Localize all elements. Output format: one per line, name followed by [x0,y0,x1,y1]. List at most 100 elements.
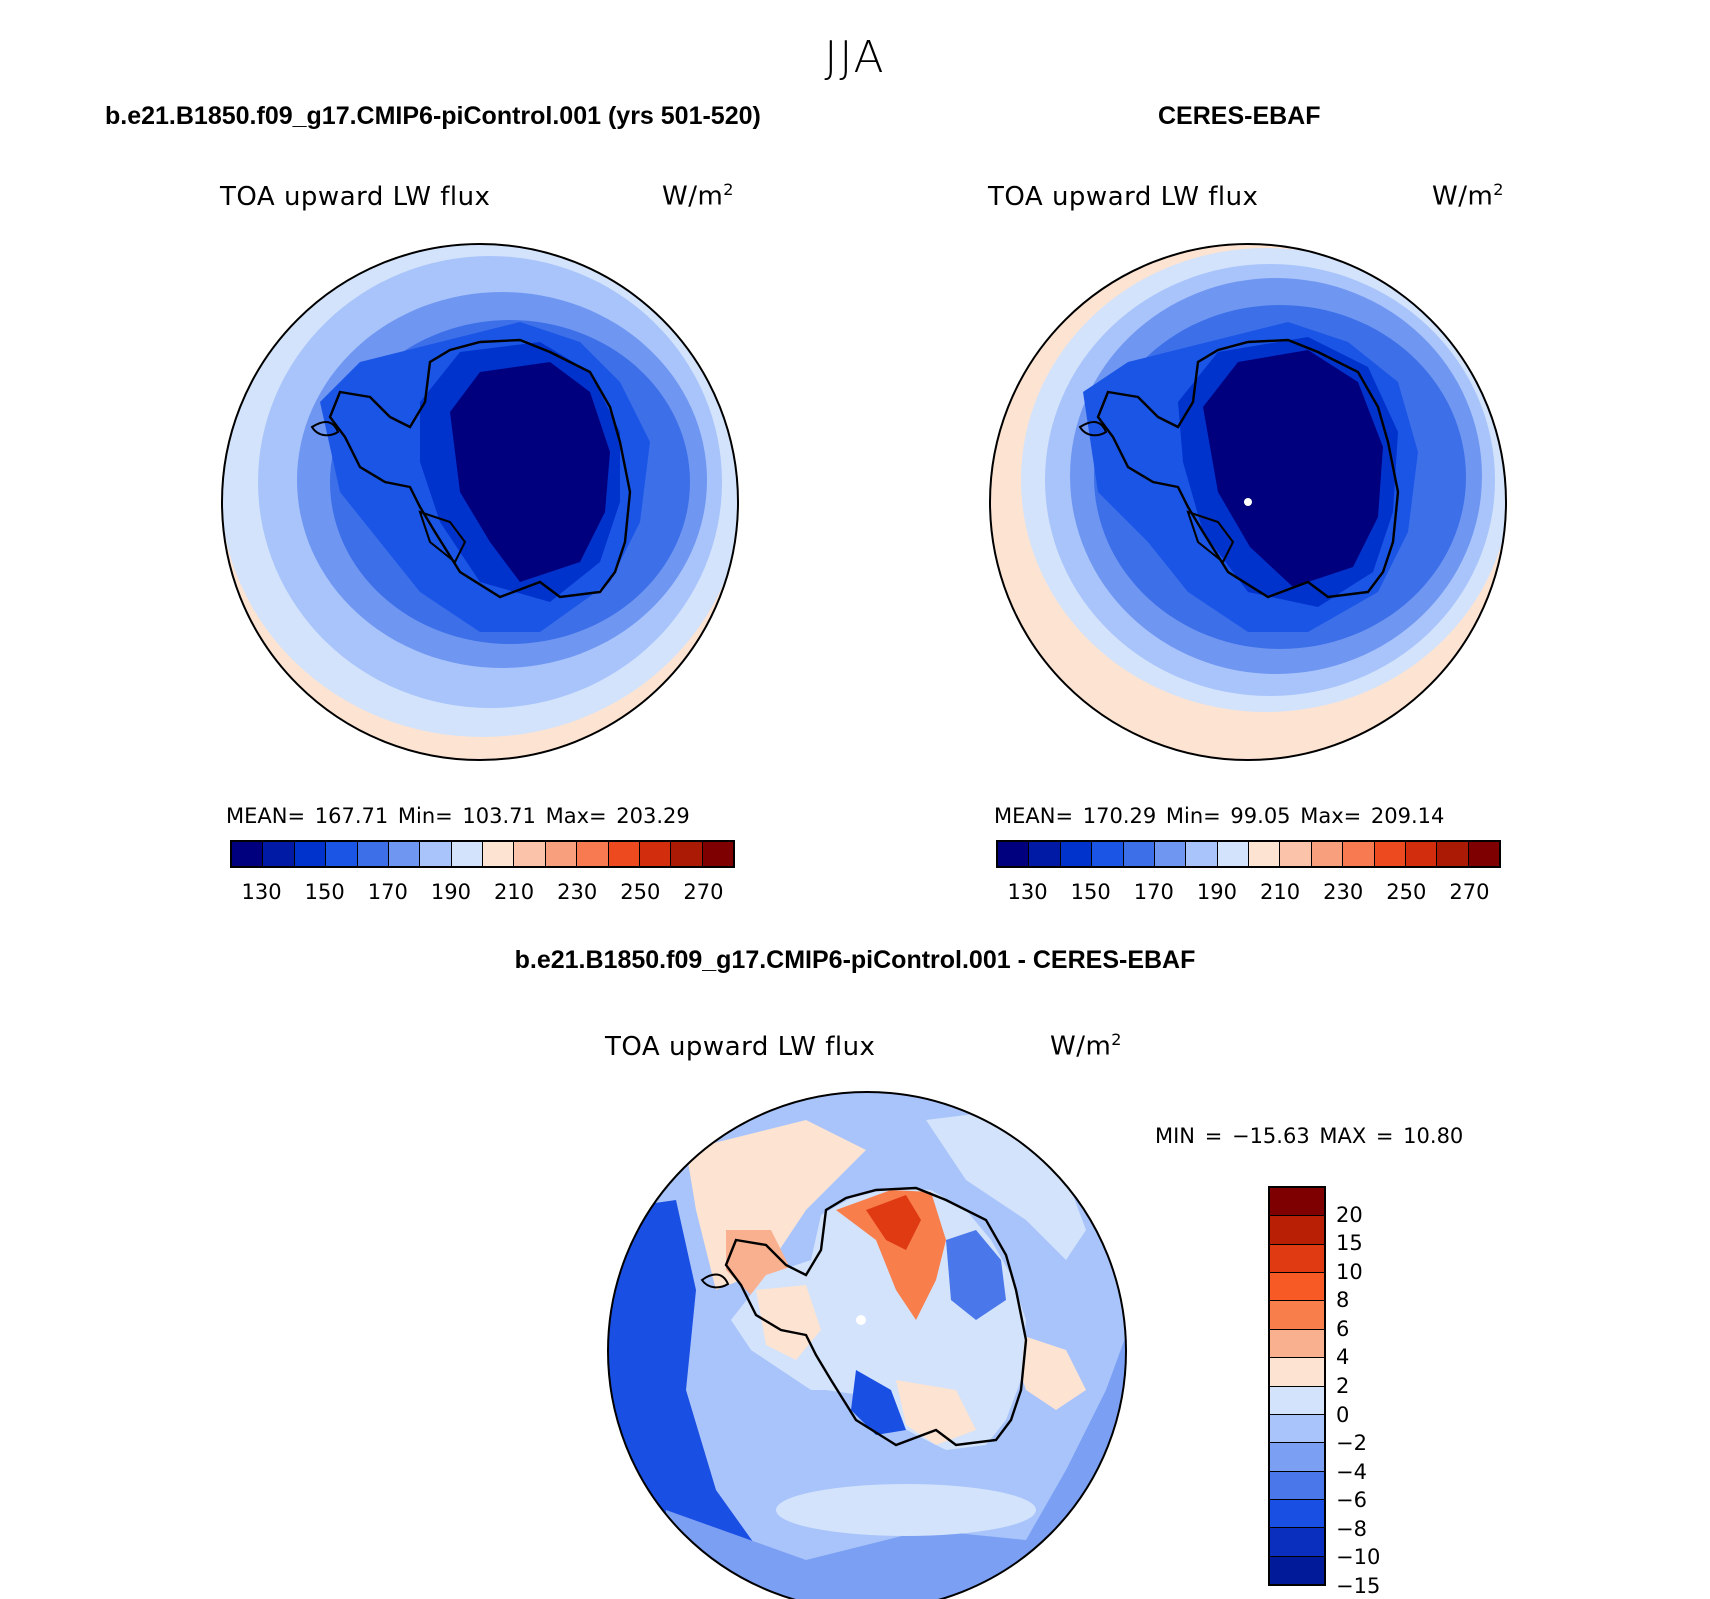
colorbar-swatch [1374,842,1406,866]
polar-map-obs [989,243,1507,761]
colorbar-swatch [388,842,421,866]
antarctica-coastline [1096,338,1400,599]
pole-point [1244,498,1252,506]
ice-shelf-outline [1186,510,1235,564]
polar-map-diff [607,1091,1127,1599]
figure-title: JJA [824,32,886,83]
peninsula-outline [310,421,340,437]
map-boundary [221,243,739,761]
colorbar-swatch [1311,842,1344,866]
colorbar-swatch [326,842,358,866]
peninsula-outline [700,1273,730,1289]
colorbar-swatch [1217,842,1249,866]
colorbar-tick-label: 250 [620,880,661,904]
colorbar-swatch [1092,842,1124,866]
colorbar-swatch [1270,1188,1324,1217]
colorbar-tick-label: 250 [1386,880,1427,904]
ice-shelf-outline [418,510,467,564]
antarctica-coastline [724,1186,1028,1447]
colorbar-swatch [1270,1216,1324,1245]
variable-label-diff: TOA upward LW flux [605,1032,876,1062]
colorbar-swatch [1437,842,1469,866]
colorbar-tick-label: 210 [494,880,535,904]
colorbar-swatch [1270,1386,1324,1415]
polar-map-model [221,243,739,761]
colorbar-tick-label: 270 [683,880,724,904]
map-boundary [607,1091,1127,1599]
colorbar-tick-label: 2 [1336,1374,1350,1398]
colorbar-swatch [998,842,1030,866]
colorbar-tick-label: −8 [1336,1516,1367,1541]
variable-label-model: TOA upward LW flux [220,182,491,212]
colorbar-swatch [702,842,733,866]
colorbar-swatch [1270,1329,1324,1359]
colorbar-tick-label: 10 [1336,1259,1363,1284]
colorbar-swatch [263,842,295,866]
colorbar-tick-label: 6 [1336,1316,1350,1341]
colorbar-tick-label: 270 [1449,880,1490,904]
colorbar-swatch [1405,842,1438,866]
stats-diff: MIN = −15.63 MAX = 10.80 [1155,1124,1464,1148]
colorbar-model [230,840,735,868]
colorbar-swatch [608,842,640,866]
colorbar-tick-label: 230 [1323,880,1364,904]
colorbar-swatch [1343,842,1375,866]
colorbar-swatch [1270,1414,1324,1444]
colorbar-tick-label: 170 [367,880,408,904]
colorbar-tick-label: 230 [557,880,598,904]
colorbar-swatch [1270,1358,1324,1387]
colorbar-swatch [1270,1443,1324,1472]
colorbar-tick-label: −15 [1336,1574,1381,1598]
colorbar-swatch [545,842,578,866]
colorbar-swatch [1186,842,1218,866]
pole-point [856,1315,866,1325]
colorbar-tick-label: 130 [241,880,282,904]
colorbar-swatch [1270,1499,1324,1529]
variable-label-obs: TOA upward LW flux [988,182,1259,212]
panel-title-model: b.e21.B1850.f09_g17.CMIP6-piControl.001 … [105,102,761,130]
colorbar-diff [1268,1186,1326,1586]
colorbar-tick-label: 4 [1336,1345,1350,1370]
colorbar-swatch [451,842,483,866]
colorbar-tick-label: −2 [1336,1431,1367,1456]
colorbar-swatch [294,842,327,866]
colorbar-swatch [1060,842,1093,866]
colorbar-tick-label: 8 [1336,1288,1350,1313]
colorbar-obs [996,840,1501,868]
colorbar-swatch [514,842,546,866]
colorbar-swatch [1270,1556,1324,1585]
colorbar-tick-label: 20 [1336,1202,1363,1227]
colorbar-swatch [1270,1244,1324,1274]
panel-title-obs: CERES-EBAF [1158,102,1321,130]
peninsula-outline [1078,421,1108,437]
colorbar-tick-label: −4 [1336,1459,1367,1484]
stats-model: MEAN= 167.71 Min= 103.71 Max= 203.29 [226,804,690,828]
colorbar-swatch [1270,1471,1324,1500]
colorbar-tick-label: −6 [1336,1488,1367,1513]
colorbar-tick-label: 210 [1260,880,1301,904]
colorbar-tick-label: 190 [430,880,471,904]
colorbar-tick-label: 190 [1196,880,1237,904]
colorbar-swatch [1270,1273,1324,1302]
colorbar-tick-label: 130 [1007,880,1048,904]
antarctica-coastline [328,338,632,599]
colorbar-swatch [639,842,672,866]
colorbar-swatch [1280,842,1312,866]
colorbar-swatch [232,842,264,866]
colorbar-tick-label: −10 [1336,1545,1381,1570]
colorbar-swatch [420,842,452,866]
colorbar-swatch [1154,842,1187,866]
colorbar-swatch [1468,842,1499,866]
units-label-model: W/m2 [662,180,734,212]
colorbar-swatch [1029,842,1061,866]
units-label-diff: W/m2 [1050,1030,1122,1062]
colorbar-swatch [1270,1528,1324,1557]
colorbar-tick-label: 170 [1133,880,1174,904]
units-label-obs: W/m2 [1432,180,1504,212]
colorbar-swatch [1270,1301,1324,1330]
colorbar-tick-label: 0 [1336,1402,1350,1427]
colorbar-tick-label: 150 [304,880,345,904]
colorbar-tick-label: 15 [1336,1231,1363,1256]
map-boundary [989,243,1507,761]
colorbar-swatch [357,842,389,866]
